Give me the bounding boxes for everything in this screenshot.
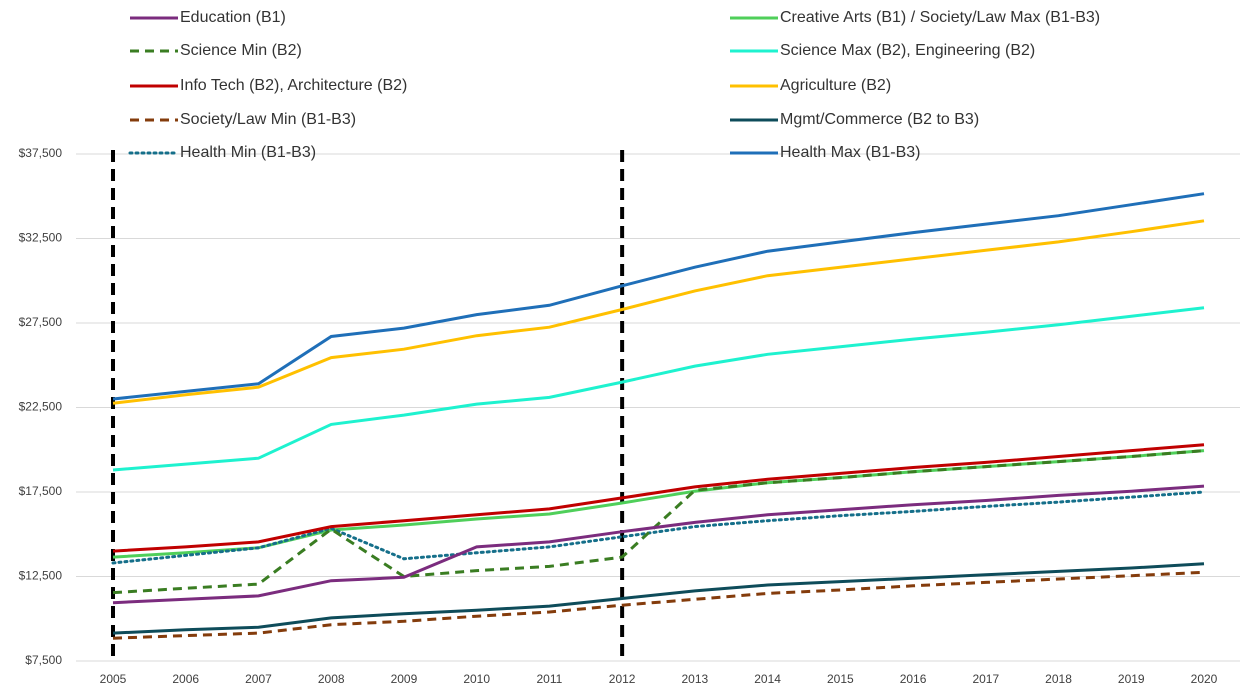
x-tick-label: 2014 [754, 672, 781, 686]
legend-label: Education (B1) [180, 9, 286, 26]
legend-label: Mgmt/Commerce (B2 to B3) [780, 111, 979, 128]
y-tick-label: $27,500 [19, 315, 63, 329]
x-tick-label: 2017 [972, 672, 999, 686]
y-tick-label: $17,500 [19, 484, 63, 498]
x-tick-label: 2011 [536, 672, 562, 686]
x-tick-label: 2018 [1045, 672, 1072, 686]
y-tick-label: $12,500 [19, 569, 63, 583]
series-line [112, 192, 1205, 401]
series-line [112, 219, 1205, 405]
series-line [112, 443, 1205, 553]
y-tick-label: $7,500 [25, 653, 62, 667]
series-line [112, 306, 1205, 472]
legend-label: Health Min (B1-B3) [180, 144, 316, 161]
series-line [112, 484, 1205, 605]
legend-label: Science Max (B2), Engineering (B2) [780, 42, 1035, 59]
series-line [112, 562, 1205, 635]
series-line [112, 449, 1205, 559]
legend-label: Health Max (B1-B3) [780, 144, 921, 161]
x-tick-label: 2020 [1191, 672, 1218, 686]
series-line [112, 449, 1205, 595]
y-tick-label: $22,500 [19, 400, 63, 414]
x-tick-label: 2009 [391, 672, 418, 686]
x-tick-label: 2007 [245, 672, 272, 686]
x-tick-label: 2005 [100, 672, 127, 686]
x-tick-label: 2012 [609, 672, 636, 686]
legend-label: Creative Arts (B1) / Society/Law Max (B1… [780, 9, 1100, 26]
x-tick-label: 2010 [463, 672, 490, 686]
y-tick-label: $37,500 [19, 146, 63, 160]
x-tick-label: 2015 [827, 672, 854, 686]
legend-label: Science Min (B2) [180, 42, 302, 59]
x-tick-label: 2013 [682, 672, 709, 686]
x-tick-label: 2008 [318, 672, 345, 686]
series-line [111, 490, 1206, 565]
legend-label: Agriculture (B2) [780, 77, 891, 94]
x-tick-label: 2019 [1118, 672, 1145, 686]
x-tick-label: 2016 [900, 672, 927, 686]
legend-label: Society/Law Min (B1-B3) [180, 111, 356, 128]
legend-label: Info Tech (B2), Architecture (B2) [180, 77, 407, 94]
y-tick-label: $32,500 [19, 231, 63, 245]
x-tick-label: 2006 [172, 672, 199, 686]
series-line [112, 570, 1205, 640]
